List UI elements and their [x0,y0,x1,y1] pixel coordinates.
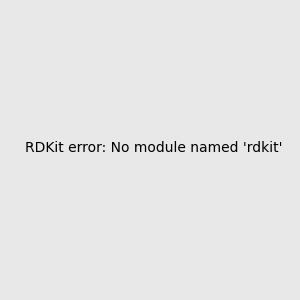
Text: RDKit error: No module named 'rdkit': RDKit error: No module named 'rdkit' [25,140,283,154]
